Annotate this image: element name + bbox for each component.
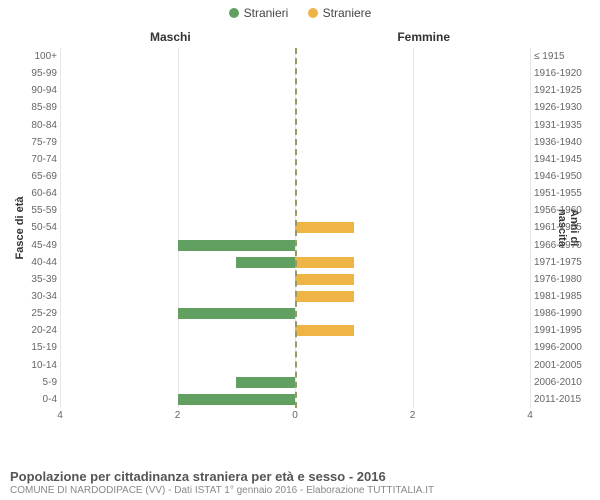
right-side-title: Femmine [397,30,450,44]
bar-male [236,377,295,388]
birth-year-label: 1916-1920 [534,65,600,82]
bar-female [295,222,354,233]
age-label: 90-94 [2,82,57,99]
bar-male [178,394,296,405]
birth-year-label: 1976-1980 [534,271,600,288]
birth-year-label: 1981-1985 [534,288,600,305]
age-label: 30-34 [2,288,57,305]
birth-year-label: 1986-1990 [534,305,600,322]
age-label: 0-4 [2,391,57,408]
age-label: 35-39 [2,271,57,288]
age-label: 45-49 [2,237,57,254]
birth-year-label: 1956-1960 [534,202,600,219]
x-tick-label: 2 [163,410,193,421]
bar-female [295,325,354,336]
chart-footer: Popolazione per cittadinanza straniera p… [10,469,590,496]
bar-male [178,308,296,319]
age-label: 80-84 [2,117,57,134]
age-label: 10-14 [2,357,57,374]
gridline [530,48,531,408]
birth-year-label: 1921-1925 [534,82,600,99]
age-label: 20-24 [2,322,57,339]
birth-year-label: 1966-1970 [534,237,600,254]
legend-swatch-female [308,8,318,18]
birth-year-label: 1946-1950 [534,168,600,185]
center-divider [295,48,297,408]
age-label: 85-89 [2,99,57,116]
age-label: 5-9 [2,374,57,391]
birth-year-label: 1931-1935 [534,117,600,134]
population-pyramid-chart: Stranieri Straniere Maschi Femmine Fasce… [0,0,600,500]
birth-year-label: 1996-2000 [534,339,600,356]
birth-year-label: 2001-2005 [534,357,600,374]
birth-year-label: ≤ 1915 [534,48,600,65]
legend-item-male: Stranieri [229,6,289,20]
legend-item-female: Straniere [308,6,372,20]
birth-year-label: 1951-1955 [534,185,600,202]
age-label: 15-19 [2,339,57,356]
footer-title: Popolazione per cittadinanza straniera p… [10,469,590,484]
birth-year-label: 1926-1930 [534,99,600,116]
age-label: 55-59 [2,202,57,219]
x-tick-label: 0 [280,410,310,421]
x-axis: 42024 [60,410,530,428]
legend-label-female: Straniere [323,6,372,20]
birth-year-label: 1991-1995 [534,322,600,339]
birth-year-label: 1961-1965 [534,219,600,236]
birth-year-label: 1941-1945 [534,151,600,168]
footer-subtitle: COMUNE DI NARDODIPACE (VV) - Dati ISTAT … [10,485,590,496]
bar-male [178,240,296,251]
legend: Stranieri Straniere [0,6,600,21]
x-tick-label: 4 [515,410,545,421]
plot-area: Fasce di età Anni di nascita 100+≤ 19159… [60,48,530,428]
bar-male [236,257,295,268]
bar-female [295,274,354,285]
age-label: 100+ [2,48,57,65]
left-side-title: Maschi [150,30,191,44]
legend-label-male: Stranieri [244,6,289,20]
birth-year-label: 2006-2010 [534,374,600,391]
age-label: 70-74 [2,151,57,168]
age-label: 75-79 [2,134,57,151]
x-tick-label: 4 [45,410,75,421]
bar-female [295,291,354,302]
age-label: 50-54 [2,219,57,236]
age-label: 95-99 [2,65,57,82]
bar-female [295,257,354,268]
age-label: 60-64 [2,185,57,202]
birth-year-label: 1936-1940 [534,134,600,151]
birth-year-label: 2011-2015 [534,391,600,408]
x-tick-label: 2 [398,410,428,421]
age-label: 25-29 [2,305,57,322]
age-label: 40-44 [2,254,57,271]
plot-inner: 100+≤ 191595-991916-192090-941921-192585… [60,48,530,408]
legend-swatch-male [229,8,239,18]
age-label: 65-69 [2,168,57,185]
birth-year-label: 1971-1975 [534,254,600,271]
